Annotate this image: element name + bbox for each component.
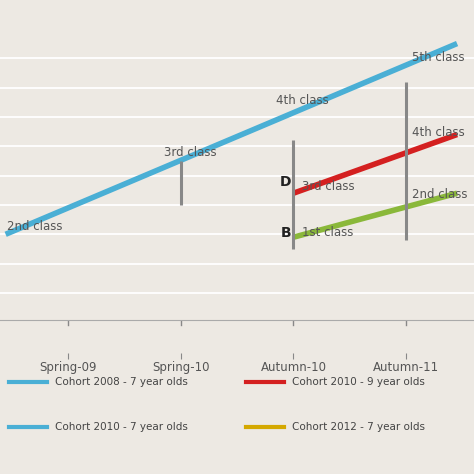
Text: B: B (281, 226, 291, 240)
Text: 2nd class: 2nd class (7, 220, 62, 233)
Text: 4th class: 4th class (412, 126, 465, 139)
Text: D: D (280, 175, 291, 189)
Text: Cohort 2010 - 9 year olds: Cohort 2010 - 9 year olds (292, 376, 424, 387)
Text: 2nd class: 2nd class (412, 188, 467, 201)
Text: Cohort 2010 - 7 year olds: Cohort 2010 - 7 year olds (55, 421, 187, 432)
Text: 4th class: 4th class (276, 94, 329, 107)
Text: 1st class: 1st class (302, 226, 354, 239)
Text: Cohort 2008 - 7 year olds: Cohort 2008 - 7 year olds (55, 376, 187, 387)
Text: 5th class: 5th class (412, 51, 465, 64)
Text: 3rd class: 3rd class (164, 146, 216, 159)
Text: Cohort 2012 - 7 year olds: Cohort 2012 - 7 year olds (292, 421, 425, 432)
Text: 3rd class: 3rd class (302, 180, 355, 193)
